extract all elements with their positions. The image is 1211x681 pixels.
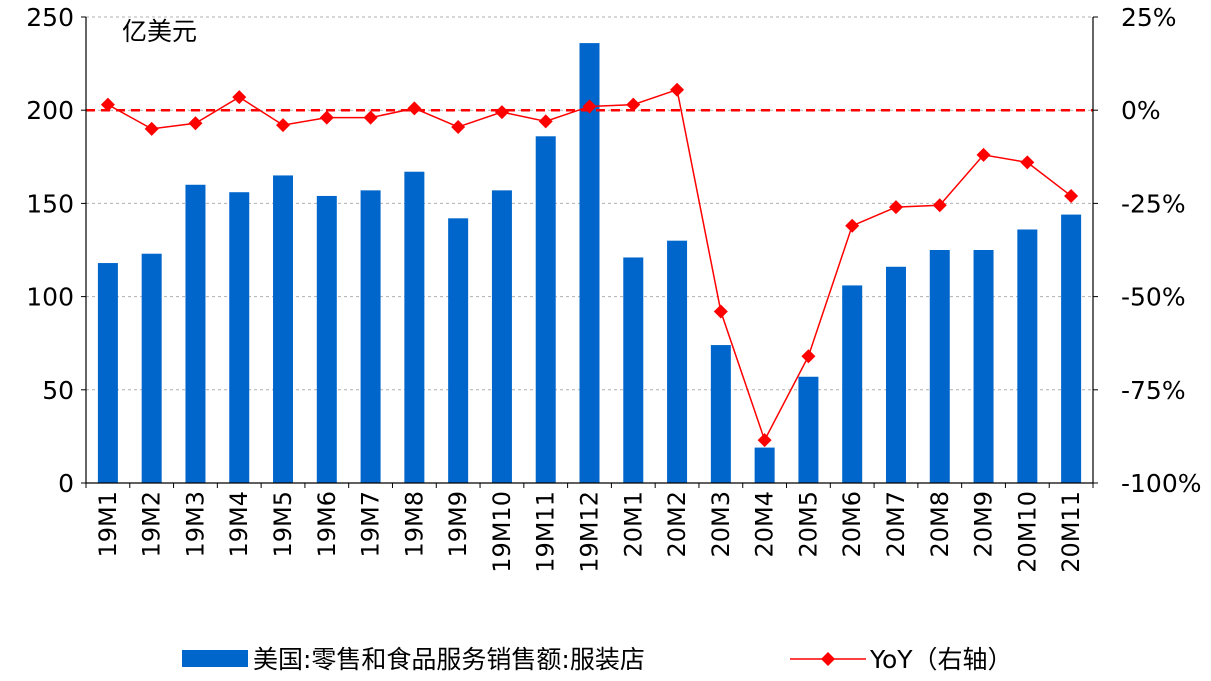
bar-19M8 — [404, 171, 425, 483]
x-tick-label: 19M2 — [138, 491, 166, 558]
yoy-point-19M10 — [494, 105, 509, 120]
axes-layer — [81, 16, 1098, 488]
bar-20M9 — [973, 250, 994, 483]
yoy-point-20M8 — [932, 198, 947, 213]
bar-19M1 — [97, 263, 118, 483]
x-tick-label: 19M4 — [225, 491, 253, 558]
bar-20M6 — [842, 285, 863, 483]
yoy-point-19M7 — [363, 110, 378, 125]
x-tick-label: 19M9 — [444, 491, 472, 558]
x-tick-label: 20M4 — [751, 491, 779, 558]
left-tick-label: 250 — [26, 3, 74, 32]
bar-20M5 — [798, 376, 819, 483]
bar-19M6 — [316, 195, 337, 483]
right-tick-label: -75% — [1121, 376, 1186, 405]
yoy-point-19M2 — [144, 121, 159, 136]
bar-19M10 — [491, 190, 512, 484]
yoy-point-20M5 — [801, 349, 816, 364]
bars-layer — [97, 43, 1082, 484]
legend-bar-swatch — [182, 650, 248, 667]
x-tick-label: 19M6 — [313, 491, 341, 558]
bar-20M8 — [929, 250, 950, 483]
x-tick-label: 19M5 — [269, 491, 297, 558]
bar-20M10 — [1017, 229, 1038, 483]
x-tick-label: 19M11 — [532, 491, 560, 573]
yoy-point-20M2 — [670, 82, 685, 97]
legend-bar-label: 美国:零售和食品服务销售额:服装店 — [253, 645, 645, 674]
bar-20M2 — [667, 240, 688, 483]
yoy-point-20M6 — [845, 218, 860, 233]
x-tick-label: 19M7 — [357, 491, 385, 558]
x-tick-label: 19M8 — [400, 491, 428, 558]
bar-20M7 — [885, 266, 906, 483]
yoy-point-19M8 — [407, 101, 422, 116]
x-tick-label: 19M10 — [488, 491, 516, 573]
left-tick-label: 50 — [42, 376, 74, 405]
bar-19M12 — [579, 43, 600, 483]
bar-19M4 — [229, 192, 250, 483]
right-tick-label: -25% — [1121, 189, 1186, 218]
x-tick-label: 19M12 — [576, 491, 604, 573]
x-tick-label: 19M3 — [181, 491, 209, 558]
legend-line-marker — [821, 652, 835, 666]
yoy-point-19M6 — [319, 110, 334, 125]
yoy-point-20M4 — [757, 433, 772, 448]
right-tick-label: 25% — [1121, 3, 1177, 32]
x-tick-label: 19M1 — [94, 491, 122, 558]
right-tick-label: -50% — [1121, 283, 1186, 312]
left-tick-label: 150 — [26, 189, 74, 218]
left-tick-label: 0 — [58, 469, 74, 498]
legend-line-label: YoY（右轴） — [869, 645, 1013, 674]
unit-label: 亿美元 — [122, 17, 197, 46]
x-tick-label: 20M6 — [838, 491, 866, 558]
x-tick-label: 20M5 — [794, 491, 822, 558]
x-tick-label: 20M11 — [1057, 491, 1085, 573]
yoy-point-19M4 — [232, 90, 247, 105]
yoy-line-layer — [100, 82, 1079, 448]
yoy-point-19M12 — [582, 99, 597, 114]
bar-20M3 — [710, 345, 731, 483]
yoy-point-20M3 — [713, 304, 728, 319]
left-tick-label: 200 — [26, 96, 74, 125]
legend: 美国:零售和食品服务销售额:服装店 YoY（右轴） — [182, 645, 1013, 674]
yoy-point-19M9 — [451, 119, 466, 134]
bar-19M3 — [185, 184, 206, 483]
x-tick-label: 20M8 — [926, 491, 954, 558]
yoy-point-20M9 — [976, 147, 991, 162]
yoy-point-19M1 — [100, 97, 115, 112]
yoy-point-20M7 — [888, 200, 903, 215]
x-tick-label: 20M3 — [707, 491, 735, 558]
yoy-point-19M5 — [276, 118, 291, 133]
bar-19M2 — [141, 253, 162, 483]
yoy-point-20M10 — [1020, 155, 1035, 170]
bar-19M7 — [360, 190, 381, 484]
bar-19M9 — [448, 218, 469, 483]
x-tick-label: 20M9 — [970, 491, 998, 558]
x-tick-label: 20M10 — [1013, 491, 1041, 573]
right-tick-label: 0% — [1121, 96, 1161, 125]
x-tick-label: 20M2 — [663, 491, 691, 558]
left-tick-label: 100 — [26, 283, 74, 312]
bar-20M4 — [754, 447, 775, 483]
bar-20M1 — [623, 257, 644, 483]
x-tick-label: 20M7 — [882, 491, 910, 558]
right-tick-label: -100% — [1121, 469, 1202, 498]
bar-19M11 — [535, 136, 556, 483]
yoy-point-20M11 — [1064, 188, 1079, 203]
x-tick-label: 20M1 — [619, 491, 647, 558]
bar-20M11 — [1061, 214, 1082, 484]
yoy-point-19M11 — [538, 114, 553, 129]
yoy-point-19M3 — [188, 116, 203, 131]
labels-layer: 0 50 100 150 200 250 -100% -75% -50% -25% 0% 25% 19M… — [26, 3, 1201, 573]
yoy-point-20M1 — [626, 97, 641, 112]
bar-19M5 — [273, 175, 294, 483]
